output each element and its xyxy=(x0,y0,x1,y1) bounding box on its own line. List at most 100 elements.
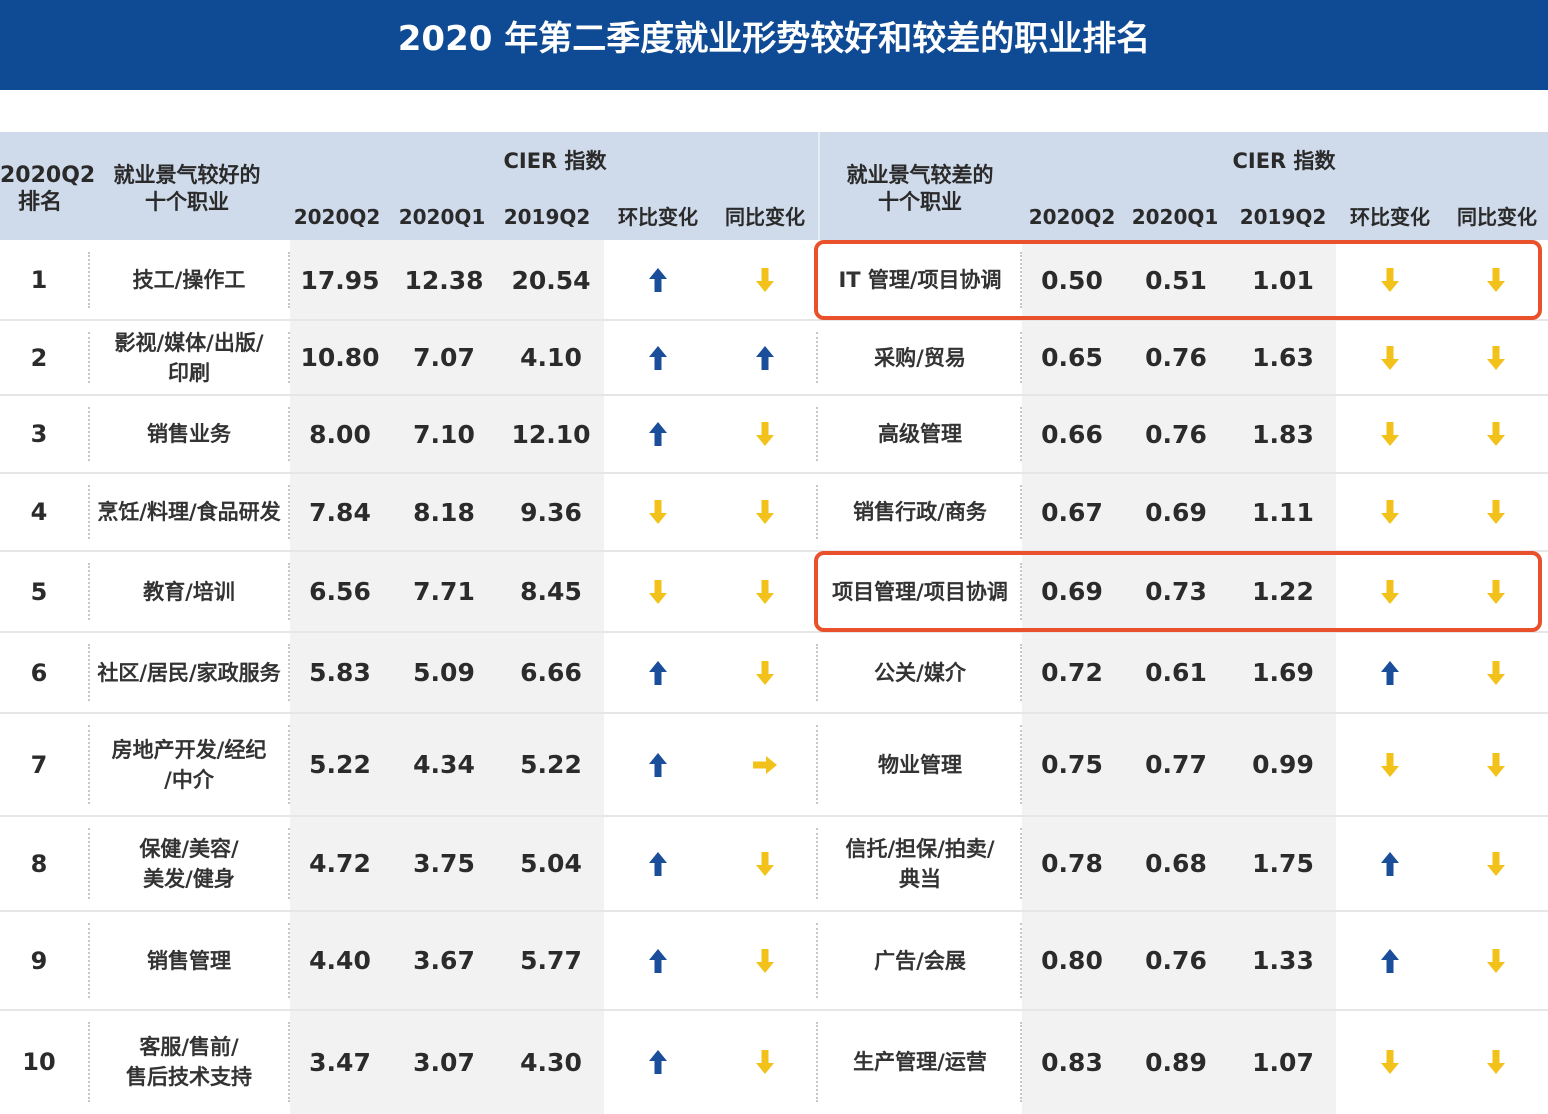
good-occupation-cell: 房地产开发/经纪 /中介 xyxy=(111,737,267,792)
dotted-separator xyxy=(288,725,290,804)
good-yoy-cell xyxy=(712,320,818,395)
arrow-down-icon xyxy=(756,268,774,292)
rank-cell: 10 xyxy=(22,1048,56,1076)
bad-yoy-cell xyxy=(1444,911,1548,1010)
dotted-separator xyxy=(288,828,290,899)
arrow-down-icon xyxy=(1487,1050,1505,1074)
good-2020q1-cell: 3.07 xyxy=(413,1047,475,1077)
arrow-up-icon xyxy=(649,752,667,777)
bad-2020q1-cell: 0.76 xyxy=(1145,946,1207,975)
row-divider xyxy=(0,550,1548,552)
bad-yoy-cell xyxy=(1444,395,1548,473)
good-2020q2-cell: 10.80 xyxy=(300,343,380,372)
dotted-separator xyxy=(88,332,90,383)
good-2020q1-cell: 3.75 xyxy=(413,849,475,878)
arrow-right-icon xyxy=(753,755,777,774)
arrow-down-icon xyxy=(1487,345,1505,370)
table-row: 6 社区/居民/家政服务 5.83 5.09 6.66 公关/媒介 0.72 0.61 1.69 xyxy=(0,632,1548,713)
header-col-2019q2-right: 2019Q2 xyxy=(1239,205,1327,229)
good-2020q2-cell: 7.84 xyxy=(309,497,371,527)
row-divider xyxy=(0,910,1548,912)
good-yoy-cell xyxy=(712,1010,818,1114)
bad-2019q2-cell: 1.11 xyxy=(1252,497,1314,527)
arrow-up-icon xyxy=(649,851,667,876)
bad-2020q1-cell: 0.69 xyxy=(1145,497,1207,527)
good-2020q2-cell: 4.40 xyxy=(309,946,371,975)
good-qoq-cell xyxy=(604,713,712,816)
bad-qoq-cell xyxy=(1336,551,1444,632)
good-occupation-cell: 技工/操作工 xyxy=(132,268,246,292)
header-col-yoy-right: 同比变化 xyxy=(1457,205,1537,229)
good-2019q2-cell: 6.66 xyxy=(520,658,582,687)
bad-2020q2-cell: 0.65 xyxy=(1041,343,1103,372)
good-2020q2-cell: 4.72 xyxy=(309,849,371,878)
arrow-down-icon xyxy=(1381,268,1399,292)
dotted-separator xyxy=(816,332,818,383)
dotted-separator xyxy=(88,828,90,899)
bad-occupation-cell: 销售行政/商务 xyxy=(853,500,987,524)
arrow-down-icon xyxy=(756,1050,774,1074)
arrow-down-icon xyxy=(1381,500,1399,524)
bad-yoy-cell xyxy=(1444,713,1548,816)
good-2019q2-cell: 4.10 xyxy=(520,343,582,372)
header-col-2020q1-right: 2020Q1 xyxy=(1131,205,1219,229)
bad-2020q2-cell: 0.50 xyxy=(1041,265,1103,295)
arrow-down-icon xyxy=(1381,579,1399,604)
bad-2019q2-cell: 1.63 xyxy=(1252,343,1314,372)
bad-2020q1-cell: 0.68 xyxy=(1145,849,1207,878)
header-bad-occupations: 就业景气较差的 十个职业 xyxy=(846,163,994,214)
arrow-down-icon xyxy=(1487,268,1505,292)
bad-qoq-cell xyxy=(1336,713,1444,816)
dotted-separator xyxy=(288,1022,290,1102)
bad-occupation-cell: 公关/媒介 xyxy=(874,660,966,685)
good-2020q1-cell: 7.07 xyxy=(413,343,475,372)
good-2019q2-cell: 12.10 xyxy=(511,419,591,449)
bad-yoy-cell xyxy=(1444,1010,1548,1114)
bad-yoy-cell xyxy=(1444,551,1548,632)
good-2020q1-cell: 5.09 xyxy=(413,658,475,687)
dotted-separator xyxy=(288,923,290,998)
arrow-down-icon xyxy=(1487,851,1505,876)
header-col-2019q2-left: 2019Q2 xyxy=(503,205,591,229)
arrow-up-icon xyxy=(649,1050,667,1074)
arrow-up-icon xyxy=(649,948,667,973)
bad-yoy-cell xyxy=(1444,816,1548,911)
row-divider xyxy=(0,1009,1548,1011)
bad-qoq-cell xyxy=(1336,816,1444,911)
header-col-qoq-left: 环比变化 xyxy=(618,205,698,229)
dotted-separator xyxy=(816,407,818,461)
good-occupation-cell: 保健/美容/ 美发/健身 xyxy=(139,836,239,891)
good-2019q2-cell: 5.77 xyxy=(520,946,582,975)
bad-qoq-cell xyxy=(1336,473,1444,551)
page-title: 2020 年第二季度就业形势较好和较差的职业排名 xyxy=(0,0,1548,90)
good-qoq-cell xyxy=(604,551,712,632)
bad-qoq-cell xyxy=(1336,1010,1444,1114)
arrow-down-icon xyxy=(756,579,774,604)
bad-2020q2-cell: 0.75 xyxy=(1041,750,1103,779)
good-2019q2-cell: 5.04 xyxy=(520,849,582,878)
arrow-down-icon xyxy=(756,500,774,524)
arrow-down-icon xyxy=(1487,660,1505,685)
header-col-yoy-left: 同比变化 xyxy=(725,205,805,229)
dotted-separator xyxy=(1020,644,1022,701)
shaded-column-right xyxy=(1022,240,1336,1114)
good-occupation-cell: 教育/培训 xyxy=(143,579,235,604)
header-divider xyxy=(818,132,820,240)
dotted-separator xyxy=(288,407,290,461)
bad-qoq-cell xyxy=(1336,632,1444,713)
bad-qoq-cell xyxy=(1336,911,1444,1010)
dotted-separator xyxy=(88,1022,90,1102)
header-cier-left: CIER 指数 xyxy=(503,149,607,173)
bad-occupation-cell: 物业管理 xyxy=(878,752,962,777)
arrow-down-icon xyxy=(1381,1050,1399,1074)
dotted-separator xyxy=(88,407,90,461)
arrow-down-icon xyxy=(756,851,774,876)
bad-2020q2-cell: 0.72 xyxy=(1041,658,1103,687)
dotted-separator xyxy=(816,485,818,539)
bad-2019q2-cell: 1.07 xyxy=(1252,1047,1314,1077)
bad-2019q2-cell: 1.33 xyxy=(1252,946,1314,975)
header-col-2020q2-left: 2020Q2 xyxy=(293,205,381,229)
rank-cell: 5 xyxy=(30,577,48,606)
good-2020q1-cell: 8.18 xyxy=(413,497,475,527)
good-yoy-cell xyxy=(712,240,818,320)
